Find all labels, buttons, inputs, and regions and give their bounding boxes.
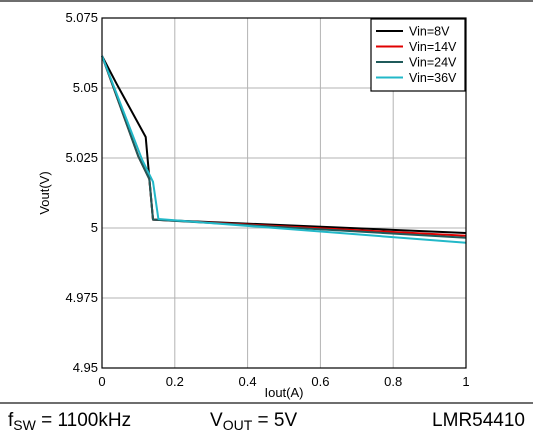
top-separator: [0, 0, 533, 2]
y-tick-label: 5.025: [65, 150, 98, 165]
y-tick-label: 5: [91, 220, 98, 235]
x-axis-label: Iout(A): [264, 385, 303, 400]
x-tick-label: 0.8: [384, 374, 402, 389]
legend-label: Vin=36V: [409, 71, 457, 85]
plot-frame: [101, 17, 467, 369]
output-voltage-caption: VOUT = 5V: [210, 410, 298, 433]
x-tick-label: 0.6: [311, 374, 329, 389]
x-tick-label: 0: [98, 374, 105, 389]
x-tick-labels: 0 0.2 0.4 0.6 0.8 1: [98, 374, 469, 389]
x-tick-label: 1: [462, 374, 469, 389]
y-tick-label: 4.975: [65, 290, 98, 305]
legend-label: Vin=8V: [409, 25, 450, 39]
part-number-caption: LMR54410: [432, 410, 525, 431]
grid: [102, 18, 466, 368]
y-axis-label: Vout(V): [37, 171, 52, 214]
series-layer: [101, 55, 467, 244]
switching-frequency-caption: fSW = 1100kHz: [8, 410, 132, 433]
series-line: [101, 55, 467, 244]
y-tick-label: 5.05: [73, 80, 98, 95]
y-tick-labels: 4.95 4.975 5 5.025 5.05 5.075: [65, 10, 98, 375]
y-tick-label: 4.95: [73, 360, 98, 375]
x-tick-label: 0.4: [239, 374, 257, 389]
legend-label: Vin=24V: [409, 56, 457, 70]
y-tick-label: 5.075: [65, 10, 98, 25]
bottom-separator: [0, 402, 533, 404]
x-tick-label: 0.2: [166, 374, 184, 389]
legend-label: Vin=14V: [409, 40, 457, 54]
